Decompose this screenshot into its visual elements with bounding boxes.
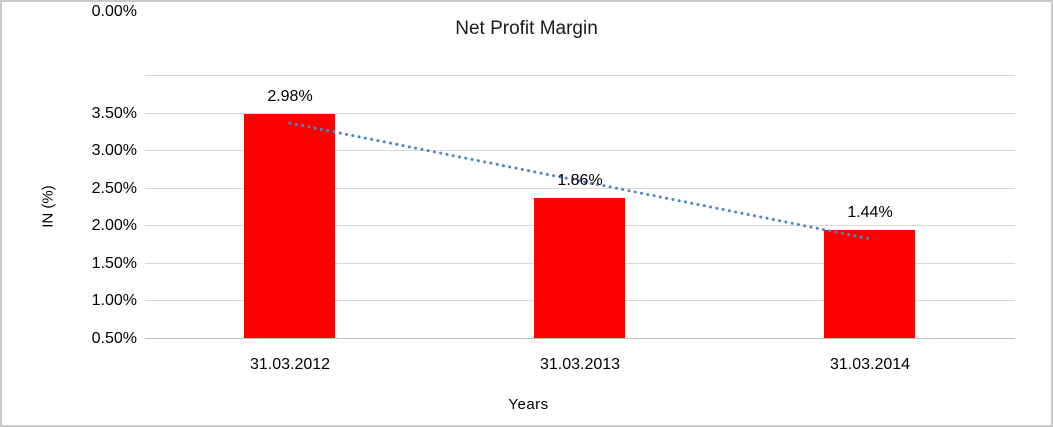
y-tick-label: 0.00% xyxy=(91,3,137,20)
y-tick-label: 2.00% xyxy=(91,217,137,234)
y-tick-label: 0.50% xyxy=(91,330,137,347)
gridline xyxy=(145,188,1015,189)
y-tick-label: 2.50% xyxy=(91,180,137,197)
data-label: 2.98% xyxy=(267,88,313,105)
gridline xyxy=(145,150,1015,151)
bar-2012 xyxy=(244,114,335,338)
bar-2014 xyxy=(824,230,915,338)
x-tick-label: 31.03.2012 xyxy=(249,356,331,373)
gridline xyxy=(145,113,1015,114)
chart-title: Net Profit Margin xyxy=(455,18,598,39)
x-tick-label: 31.03.2013 xyxy=(539,356,621,373)
trendline xyxy=(288,121,872,241)
gridline xyxy=(145,75,1015,76)
plot-area: 2.98% 1.86% 1.44% xyxy=(145,75,1015,339)
data-label: 1.44% xyxy=(847,204,893,221)
y-tick-label: 3.50% xyxy=(91,105,137,122)
x-axis-title: Years xyxy=(508,396,549,413)
y-tick-label: 3.00% xyxy=(91,142,137,159)
y-axis-title: IN (%) xyxy=(39,185,57,228)
data-label: 1.86% xyxy=(557,172,603,189)
x-tick-label: 31.03.2014 xyxy=(829,356,911,373)
y-tick-label: 1.50% xyxy=(91,255,137,272)
y-tick-label: 1.00% xyxy=(91,292,137,309)
bar-2013 xyxy=(534,198,625,338)
